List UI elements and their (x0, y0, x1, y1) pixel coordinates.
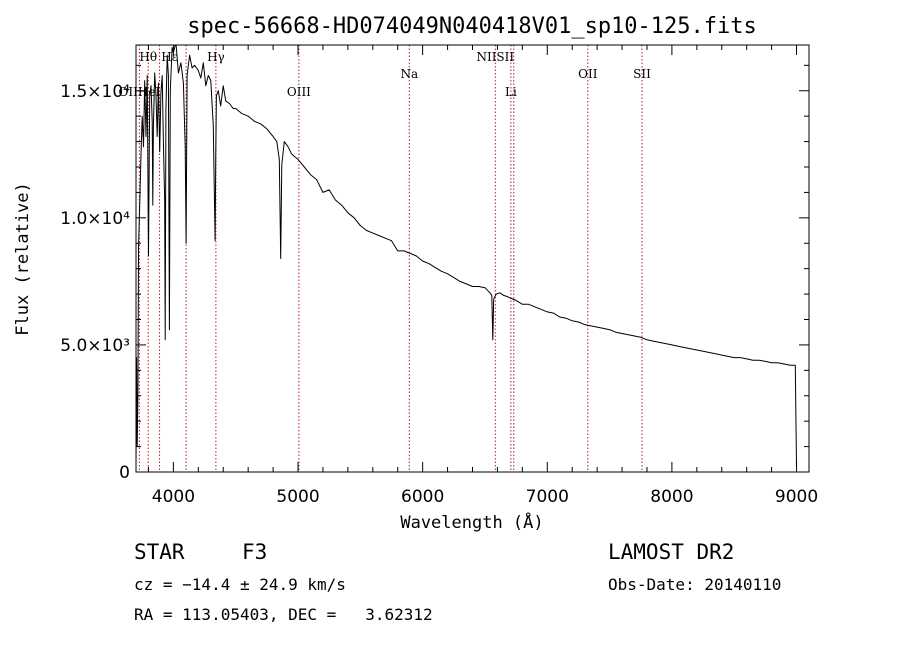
line-label-2: Hγ (207, 50, 225, 64)
redshift-line: cz = −14.4 ± 24.9 km/s (134, 575, 346, 594)
line-label-8: OIII (287, 85, 311, 99)
plot-area: 4000 5000 6000 7000 8000 9000 0 5.0×10³ 1.0×10⁴ 1… (60, 44, 818, 507)
y-tick-label-3: 1.5×10⁴ (60, 82, 130, 102)
y-tick-label-1: 5.0×10³ (60, 336, 130, 356)
line-label-6: SII (633, 67, 651, 81)
x-tick-label-5: 9000 (775, 487, 818, 507)
obs-date: Obs-Date: 20140110 (608, 575, 782, 594)
x-tick-label-4: 8000 (650, 487, 693, 507)
object-subclass: F3 (242, 540, 268, 564)
spectrum-line (136, 45, 797, 467)
y-tick-label-2: 1.0×10⁴ (60, 209, 130, 229)
x-tick-label-2: 6000 (401, 487, 444, 507)
x-tick-label-1: 5000 (276, 487, 319, 507)
x-axis-label: Wavelength (Å) (400, 511, 543, 533)
line-label-3: NIISII (476, 50, 514, 64)
line-label-0: Hθ (139, 50, 157, 64)
object-class: STAR (134, 540, 185, 564)
line-label-7: OIIHeI (119, 85, 161, 99)
x-tick-label-3: 7000 (526, 487, 569, 507)
line-label-4: Na (400, 67, 418, 81)
survey-label: LAMOST DR2 (608, 540, 735, 564)
line-label-1: Hε (161, 50, 178, 64)
x-tick-label-0: 4000 (152, 487, 195, 507)
coordinates: RA = 113.05403, DEC = 3.62312 (134, 605, 433, 624)
y-tick-label-0: 0 (119, 463, 130, 483)
line-label-5: OII (578, 67, 598, 81)
axes-frame (135, 44, 810, 473)
y-axis-label: Flux (relative) (13, 182, 33, 336)
line-label-9: Li (505, 85, 517, 99)
chart-title: spec-56668-HD074049N040418V01_sp10-125.f… (187, 14, 757, 39)
